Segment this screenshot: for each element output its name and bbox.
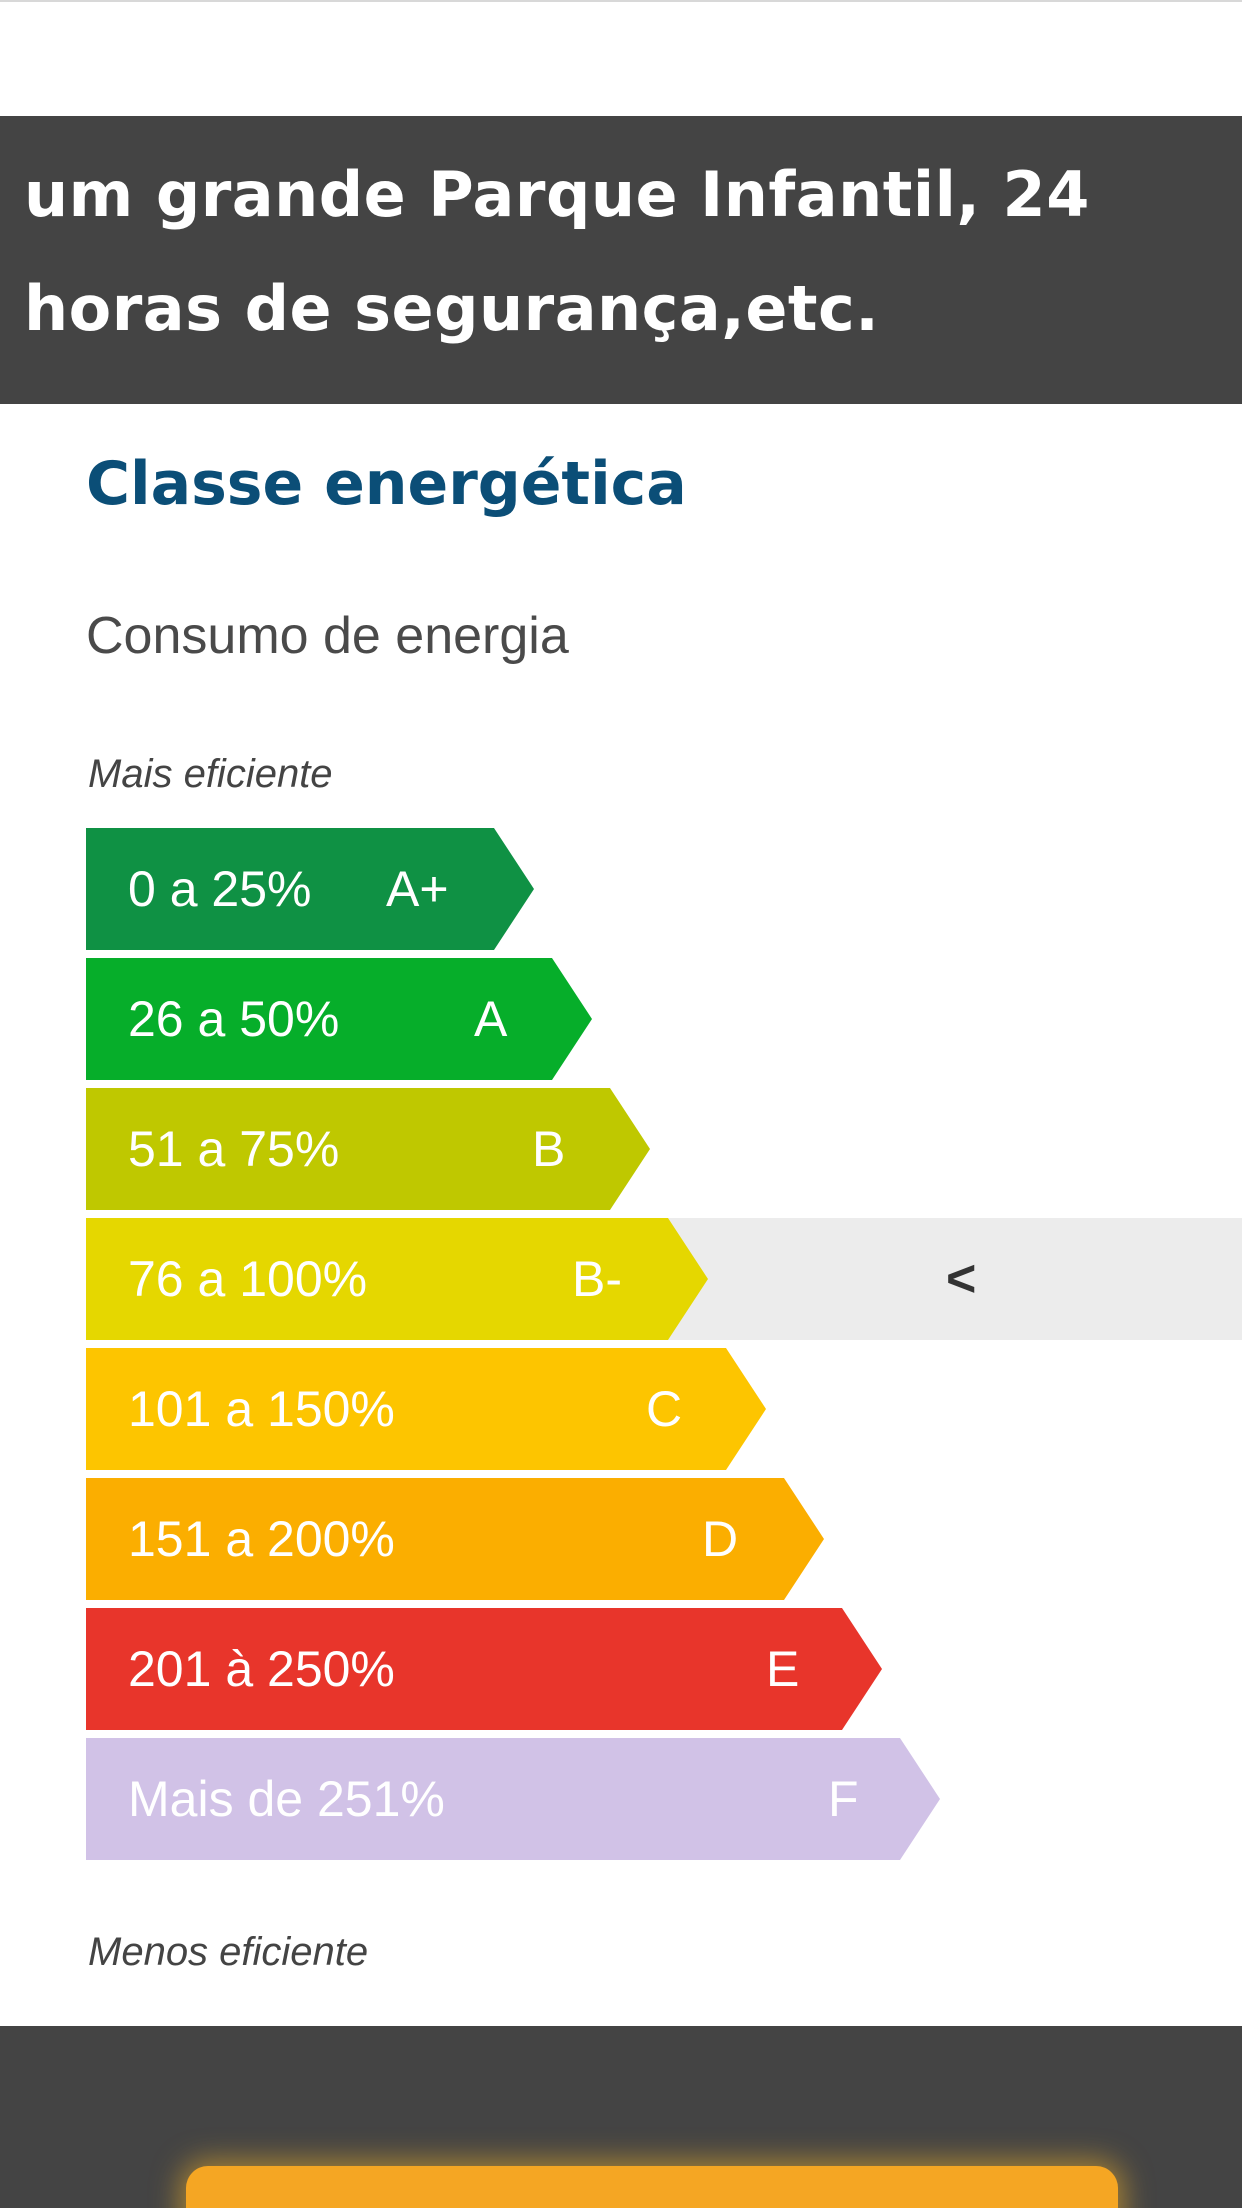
least-efficient-label: Menos eficiente	[88, 1930, 369, 1974]
section-title: Classe energética	[86, 449, 687, 519]
energy-class-section: Classe energética Consumo de energia Mai…	[0, 404, 1242, 2026]
rating-class: A+	[386, 861, 449, 917]
rating-class: F	[828, 1771, 859, 1827]
rating-class: E	[766, 1641, 800, 1697]
rating-bar: Mais de 251% F	[86, 1738, 940, 1860]
rating-class: C	[646, 1381, 683, 1437]
rating-range: Mais de 251%	[128, 1771, 445, 1827]
rating-bar: 26 a 50% A	[86, 958, 592, 1080]
rating-range: 26 a 50%	[128, 991, 340, 1047]
energy-consumption-subtitle: Consumo de energia	[86, 607, 569, 665]
contact-button[interactable]	[186, 2166, 1118, 2208]
rating-class: A	[474, 991, 508, 1047]
rating-range: 201 à 250%	[128, 1641, 395, 1697]
rating-bar: 151 a 200% D	[86, 1478, 824, 1600]
rating-class: B-	[572, 1251, 622, 1307]
rating-class: B	[532, 1121, 566, 1177]
rating-range: 76 a 100%	[128, 1251, 368, 1307]
most-efficient-label: Mais eficiente	[88, 752, 333, 796]
current-rating-marker: <	[946, 1250, 977, 1308]
rating-class: D	[702, 1511, 739, 1567]
rating-range: 0 a 25%	[128, 861, 312, 917]
description-line-1: um grande Parque Infantil, 24	[24, 158, 1090, 231]
rating-range: 51 a 75%	[128, 1121, 340, 1177]
rating-bar: 51 a 75% B	[86, 1088, 650, 1210]
rating-range: 101 a 150%	[128, 1381, 395, 1437]
rating-bar: 76 a 100% B-	[86, 1218, 708, 1340]
description-line-2: horas de segurança,etc.	[24, 272, 880, 345]
rating-bar: 201 à 250% E	[86, 1608, 882, 1730]
description-banner: um grande Parque Infantil, 24 horas de s…	[0, 116, 1242, 404]
top-spacer	[0, 0, 1242, 116]
rating-bar: 0 a 25% A+	[86, 828, 534, 950]
rating-bar: 101 a 150% C	[86, 1348, 766, 1470]
rating-range: 151 a 200%	[128, 1511, 395, 1567]
description-text: um grande Parque Infantil, 24 horas de s…	[24, 138, 1218, 366]
footer-bar	[0, 2026, 1242, 2208]
